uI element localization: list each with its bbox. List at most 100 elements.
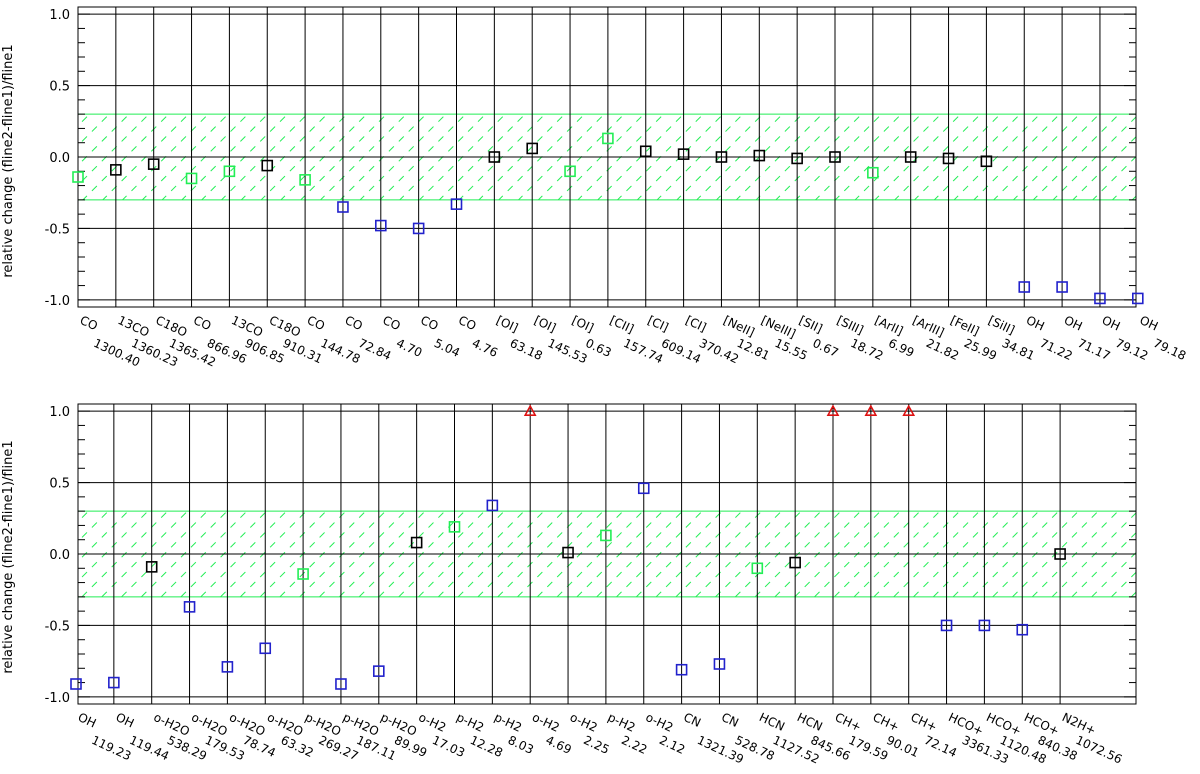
bottom-ytick-label: 0.5	[49, 477, 70, 492]
category-name: [ArII]	[873, 313, 906, 338]
category-value: 145.53	[546, 336, 590, 366]
category-name: [SiII]	[986, 313, 1017, 337]
bottom-data-point	[70, 678, 82, 690]
bottom-data-point	[259, 642, 272, 655]
category-name: CN	[681, 710, 703, 730]
bottom-panel-marks: 1.00.50.0-0.5-1.0OH119.23OH119.44o-H2O53…	[45, 403, 1137, 767]
category-name: CO	[418, 313, 440, 333]
top-data-point	[299, 174, 311, 186]
category-name: [FeII]	[948, 313, 981, 338]
bottom-data-point	[675, 663, 688, 676]
category-name: [SIII]	[835, 313, 866, 337]
category-value: 370.42	[697, 336, 741, 366]
bottom-data-point	[600, 529, 612, 542]
bottom-data-point	[410, 536, 423, 549]
category-name: OH	[1138, 313, 1161, 333]
category-value: 25.99	[962, 336, 999, 363]
bottom-ytick-label: 0.0	[49, 548, 70, 563]
bottom-panel: relative change (fline2-fline1)/fline1 1…	[1, 403, 1137, 767]
bottom-ytick-label: -0.5	[45, 619, 70, 634]
category-value: 0.67	[810, 336, 840, 360]
bottom-data-point	[751, 562, 764, 575]
top-panel-ylabel-group: relative change (fline2-fline1)/fline1	[1, 44, 16, 277]
category-value: 4.76	[470, 336, 500, 360]
top-data-point	[450, 198, 463, 210]
category-value: 72.14	[922, 733, 959, 760]
top-data-point	[185, 172, 198, 185]
top-data-point	[337, 201, 349, 213]
bottom-ytick-label: 1.0	[49, 405, 70, 420]
category-name: [ArIII]	[910, 313, 946, 340]
bottom-data-point	[145, 561, 158, 573]
category-value: 119.44	[127, 733, 171, 763]
top-data-point	[1056, 281, 1068, 293]
top-data-point	[602, 132, 614, 145]
category-name: CH+	[908, 710, 939, 734]
top-data-point	[829, 151, 841, 163]
top-data-point	[715, 151, 728, 163]
category-value: 4.69	[544, 733, 574, 757]
category-name: [CI]	[683, 313, 708, 335]
bottom-data-point-triangle	[902, 404, 916, 416]
bottom-data-point	[1016, 623, 1029, 636]
category-name: CO	[305, 313, 327, 333]
category-name: CH+	[871, 710, 902, 734]
top-data-point	[980, 155, 993, 168]
category-value: 12.28	[468, 733, 505, 760]
category-name: CO	[381, 313, 403, 333]
bottom-data-point	[1054, 548, 1066, 560]
category-value: 6.99	[886, 336, 916, 360]
category-value: 119.23	[89, 733, 133, 763]
top-frame	[77, 6, 1137, 308]
category-value: 12.81	[735, 336, 772, 363]
top-ytick-label: -0.5	[45, 222, 70, 237]
category-name: [OI]	[570, 313, 596, 335]
category-value: 90.01	[884, 733, 921, 760]
category-name: C18O	[153, 313, 189, 340]
category-name: o-H2	[643, 710, 675, 735]
bottom-data-point	[108, 676, 120, 689]
category-value: 18.72	[848, 336, 885, 363]
category-name: C18O	[267, 313, 303, 340]
category-name: OH	[76, 710, 99, 730]
category-name: p-H2	[454, 710, 486, 735]
top-data-point	[488, 151, 501, 163]
category-value: 72.84	[356, 336, 393, 363]
top-data-point	[223, 165, 236, 178]
bottom-data-point	[637, 482, 650, 495]
category-value: 17.03	[430, 733, 467, 760]
category-name: [SII]	[797, 313, 825, 336]
category-value: 187.11	[354, 733, 398, 763]
bottom-data-point	[297, 568, 309, 580]
category-value: 8.03	[506, 733, 536, 757]
bottom-data-point-triangle	[826, 404, 840, 416]
category-name: CN	[719, 710, 741, 730]
bottom-data-point	[335, 678, 347, 690]
category-value: 2.12	[657, 733, 687, 757]
category-value: 2.22	[619, 733, 649, 757]
top-data-point	[753, 149, 766, 162]
category-value: 5.04	[432, 336, 462, 360]
category-value: 157.74	[621, 336, 665, 366]
category-name: CO	[456, 313, 478, 333]
category-value: 79.12	[1113, 336, 1150, 363]
top-panel-marks: 1.00.50.0-0.5-1.0CO1300.4013CO1360.23C18…	[45, 6, 1188, 370]
bottom-frame	[77, 403, 1137, 705]
category-value: 910.31	[281, 336, 325, 366]
bottom-panel-ylabel: relative change (fline2-fline1)/fline1	[1, 440, 16, 673]
top-ytick-label: 0.0	[49, 151, 70, 166]
category-value: 906.85	[243, 336, 287, 366]
top-data-point	[1132, 292, 1144, 305]
category-name: 13CO	[229, 313, 265, 340]
bottom-data-point	[486, 499, 499, 512]
category-name: o-H2	[416, 710, 448, 735]
category-value: 63.18	[508, 336, 545, 363]
category-value: 21.82	[924, 336, 961, 363]
top-data-point	[942, 152, 955, 165]
category-name: [NeII]	[721, 313, 757, 340]
bottom-data-point	[448, 521, 461, 533]
category-value: 144.78	[318, 336, 362, 366]
category-value: 609.14	[659, 336, 703, 366]
bottom-data-point	[562, 546, 574, 559]
